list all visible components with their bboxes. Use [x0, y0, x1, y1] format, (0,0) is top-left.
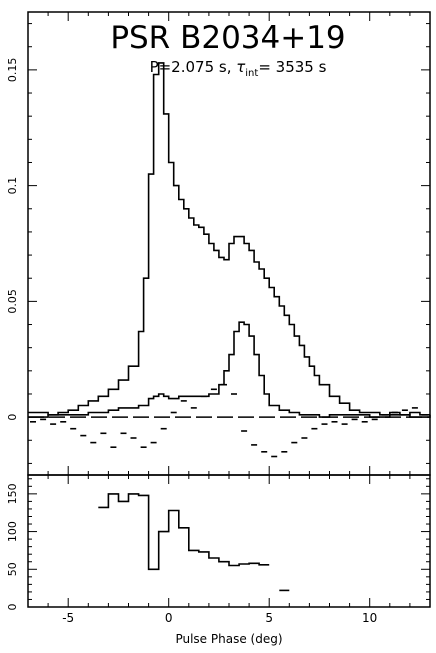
linear-polarization-line [28, 321, 431, 418]
subtitle-suffix: = 3535 s [258, 58, 326, 76]
bottom-y-tick-label: 100 [6, 521, 19, 542]
bottom-y-tick-label: 150 [6, 483, 19, 504]
subtitle-sub: int [245, 68, 258, 79]
top-series-group [28, 62, 431, 458]
bottom-y-tick-label: 50 [6, 562, 19, 576]
bottom-series-group [98, 493, 290, 592]
subtitle-prefix: P=2.075 s, [150, 58, 237, 76]
total-intensity-line [28, 62, 430, 416]
bottom-y-tick-label: 0 [6, 604, 19, 611]
top-y-tick-label: 0 [6, 414, 19, 421]
chart-subtitle: P=2.075 s, τint= 3535 s [150, 58, 327, 79]
bottom-panel-frame [27, 474, 431, 608]
bottom-x-tick-label: 0 [165, 611, 173, 625]
top-y-tick-label: 0.15 [6, 58, 19, 83]
subtitle-tau: τ [236, 58, 246, 76]
bottom-x-tick-label: -5 [62, 611, 74, 625]
chart-title: PSR B2034+19 [110, 20, 345, 56]
top-y-tick-label: 0.05 [6, 289, 19, 314]
top-y-tick-label: 0.1 [6, 177, 19, 195]
bottom-x-tick-label: 10 [362, 611, 377, 625]
x-axis-label: Pulse Phase (deg) [175, 632, 282, 646]
top-axis-ticks: 0 0.05 0.1 0.15 [6, 12, 431, 475]
bottom-x-tick-label: 5 [265, 611, 273, 625]
position-angle-line [98, 493, 270, 571]
